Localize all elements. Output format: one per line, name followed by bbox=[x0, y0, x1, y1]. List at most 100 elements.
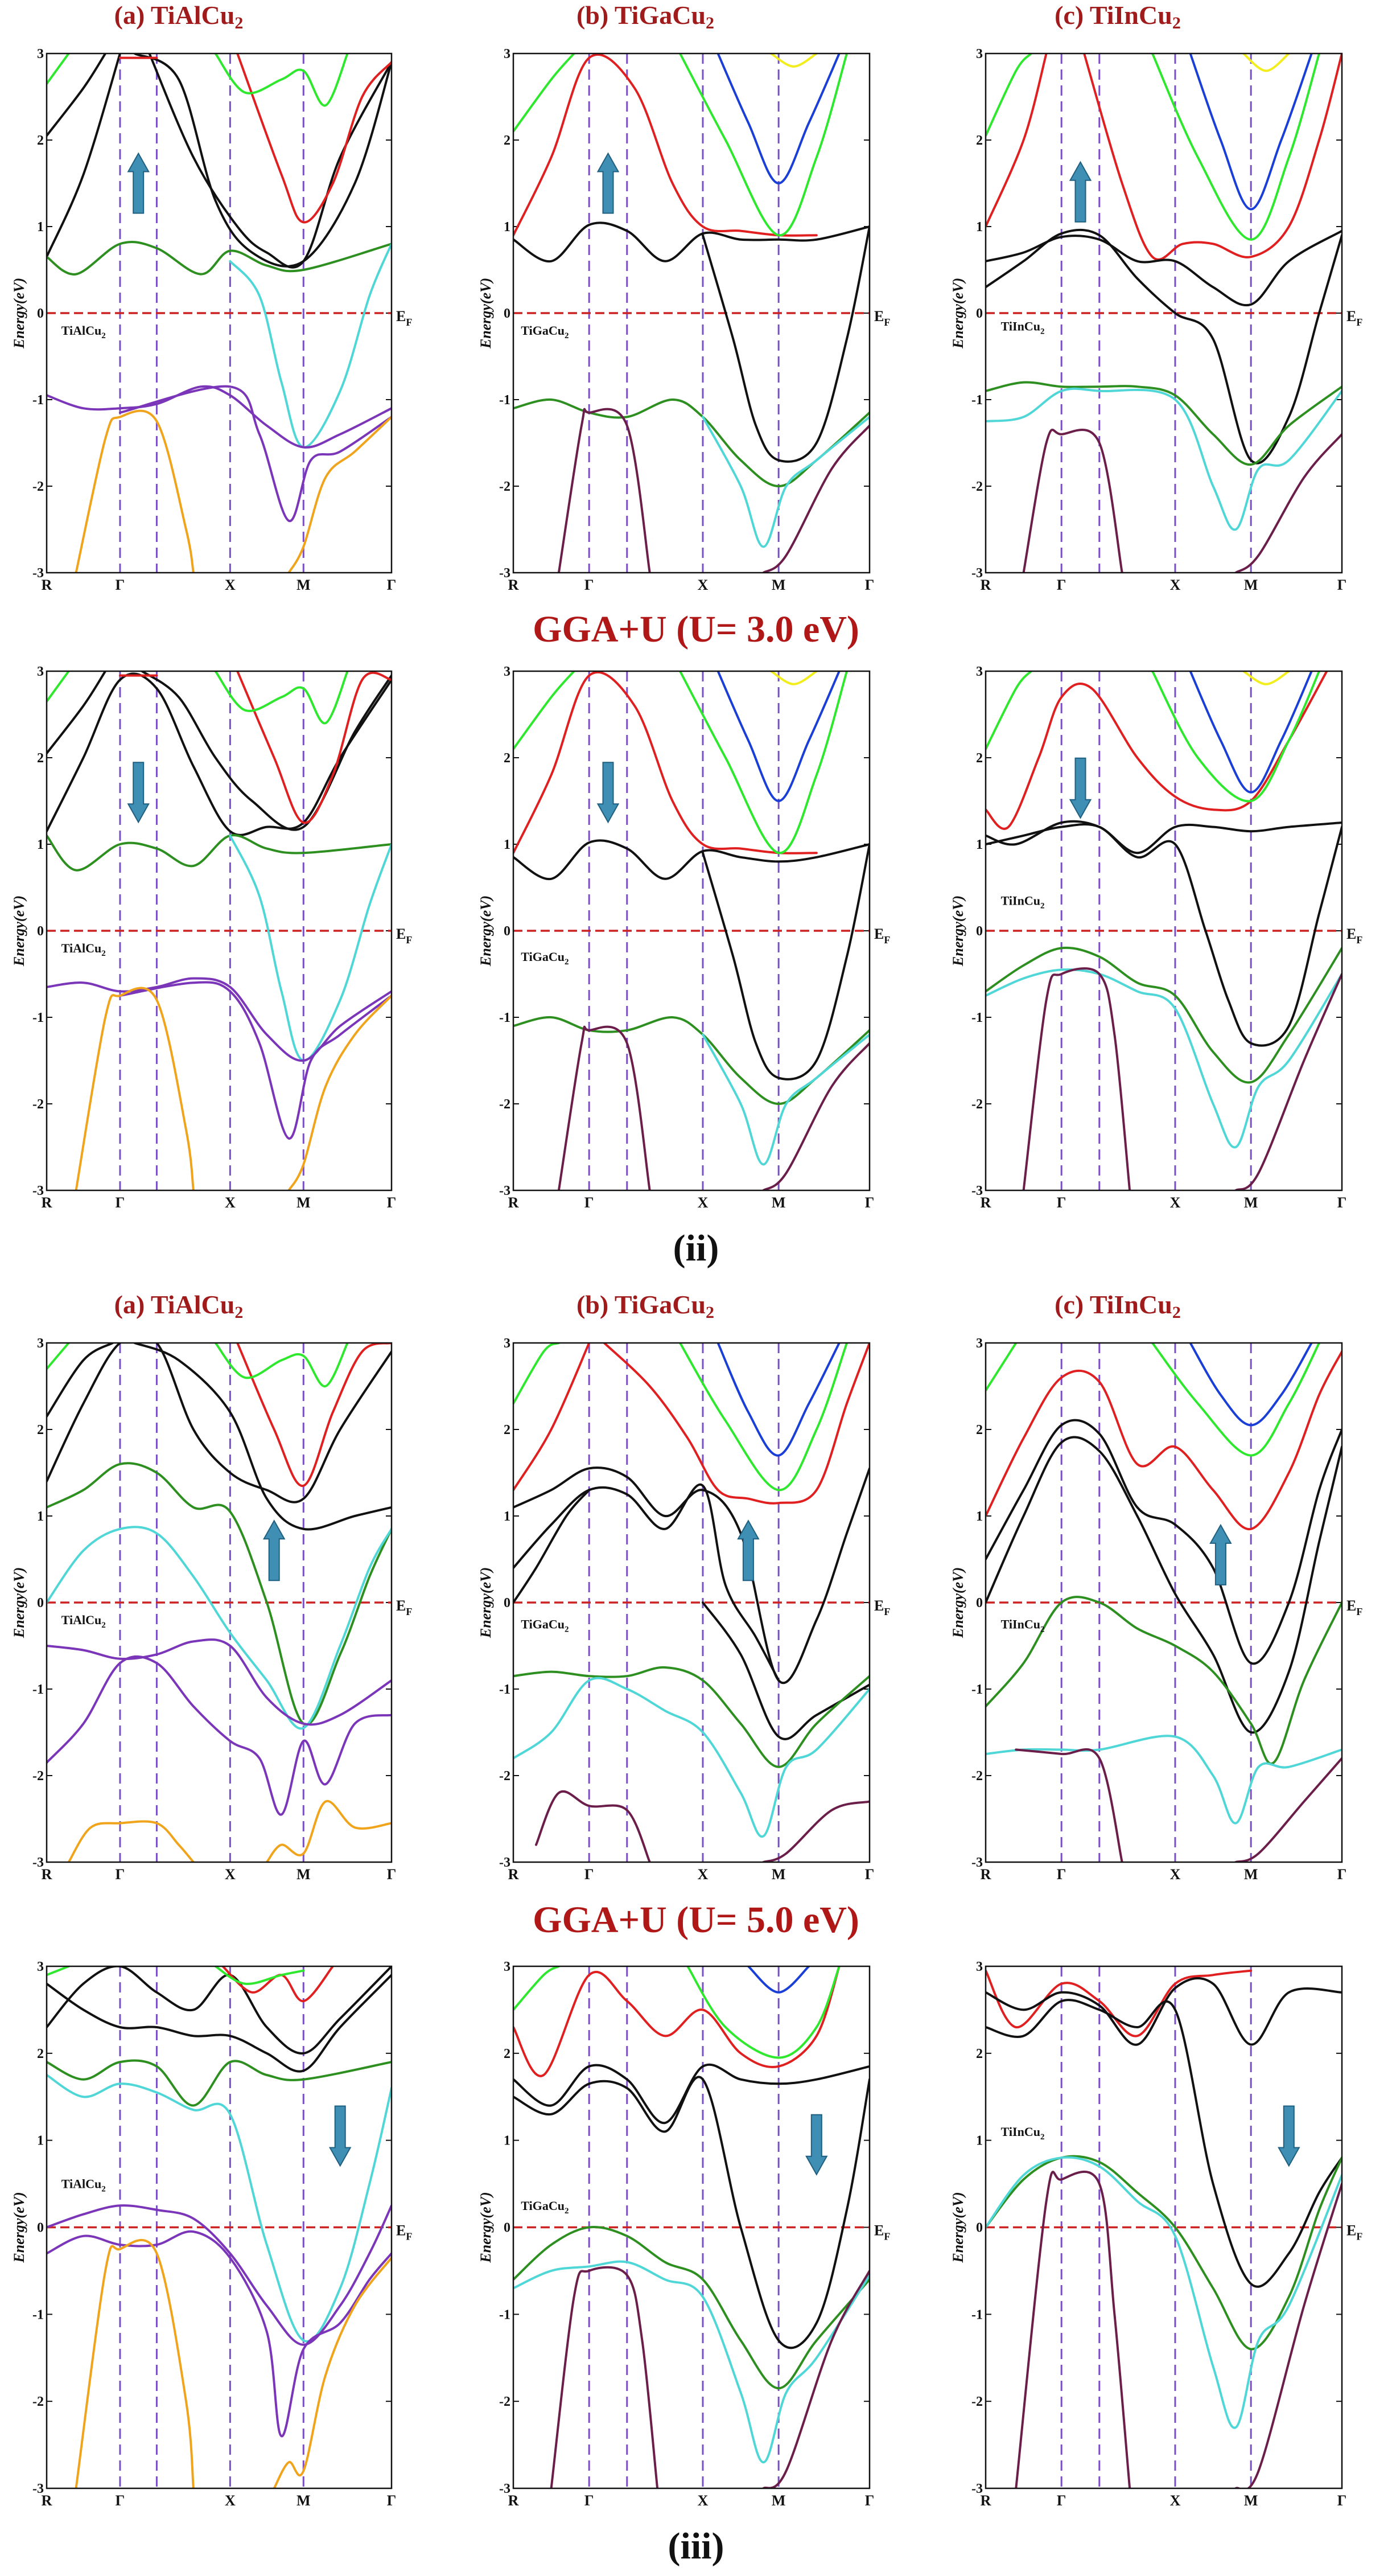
plot-frame bbox=[46, 1342, 393, 1863]
y-tick-label: -3 bbox=[32, 1855, 44, 1870]
k-point-label: X bbox=[1170, 1194, 1181, 1211]
band-line-black bbox=[47, 671, 107, 755]
band-line-red bbox=[603, 1343, 870, 1505]
k-point-label: R bbox=[508, 1866, 519, 1883]
band-line-red bbox=[986, 1350, 1342, 1530]
band-line-black bbox=[986, 823, 1342, 1047]
y-tick-label: -1 bbox=[32, 393, 44, 408]
y-axis-label: Energy(eV) bbox=[950, 895, 966, 967]
y-tick-label: 0 bbox=[504, 306, 510, 321]
y-axis-label: Energy(eV) bbox=[11, 2192, 27, 2263]
band-line-lightgreen bbox=[513, 54, 575, 133]
band-line-orange bbox=[75, 987, 195, 1190]
y-tick-label: -3 bbox=[971, 2481, 983, 2496]
y-tick-label: 2 bbox=[37, 2047, 44, 2061]
band-line-black bbox=[513, 221, 870, 262]
spin-down-arrow-icon bbox=[805, 2114, 828, 2176]
y-tick-label: -2 bbox=[32, 1769, 44, 1784]
band-line-maroon bbox=[1234, 973, 1342, 1190]
band-line-green bbox=[513, 1016, 870, 1105]
y-tick-label: 3 bbox=[37, 664, 44, 679]
band-chart-svg: Energy(eV) -3 -2 -1 0 1 2 3 R Γ X M Γ EF TiAlCu2 bbox=[11, 664, 412, 1211]
compound-label: TiGaCu2 bbox=[521, 1617, 569, 1634]
band-line-green bbox=[986, 946, 1342, 1084]
band-line-lightgreen bbox=[679, 54, 848, 237]
band-chart-svg: Energy(eV) -3 -2 -1 0 1 2 3 R Γ X M Γ EF TiInCu2 bbox=[950, 1959, 1362, 2509]
band-line-maroon bbox=[535, 1790, 651, 1862]
k-point-label: Γ bbox=[1057, 2492, 1066, 2509]
band-line-lightgreen bbox=[513, 1966, 560, 2011]
band-chart-svg: Energy(eV) -3 -2 -1 0 1 2 3 R Γ X M Γ EF TiAlCu2 bbox=[11, 47, 412, 593]
band-line-orange bbox=[75, 2239, 195, 2488]
y-tick-label: 3 bbox=[37, 1959, 44, 1974]
band-line-red bbox=[513, 1966, 841, 2077]
y-tick-label: -3 bbox=[499, 2481, 510, 2496]
band-line-orange bbox=[287, 995, 392, 1190]
band-line-black bbox=[986, 1977, 1342, 2046]
band-panel: Energy(eV) -3 -2 -1 0 1 2 3 R Γ X M Γ EF TiInCu2 bbox=[950, 1335, 1372, 1887]
section-ii-header: GGA+U (U= 3.0 eV) bbox=[533, 609, 859, 650]
column-title-a: (a) TiAlCu2 bbox=[114, 1, 244, 32]
y-tick-label: 0 bbox=[504, 924, 510, 939]
k-point-label: Γ bbox=[865, 577, 875, 593]
band-line-lightgreen bbox=[47, 671, 70, 703]
spin-up-arrow-icon bbox=[737, 1519, 760, 1581]
band-line-green bbox=[47, 2059, 392, 2107]
y-tick-label: 1 bbox=[37, 2134, 44, 2148]
band-line-lightgreen bbox=[986, 1343, 1018, 1392]
band-panel: Energy(eV) -3 -2 -1 0 1 2 3 R Γ X M Γ EF TiGaCu2 bbox=[477, 1335, 899, 1887]
section-ii-label: (ii) bbox=[673, 1227, 719, 1269]
k-point-label: Γ bbox=[387, 1866, 397, 1883]
y-tick-label: 3 bbox=[504, 1336, 510, 1351]
band-line-black bbox=[702, 843, 870, 1080]
fermi-level-label: EF bbox=[1346, 2222, 1362, 2242]
band-line-red bbox=[513, 1343, 591, 1492]
y-tick-label: 1 bbox=[504, 220, 510, 235]
y-tick-label: 2 bbox=[976, 2047, 983, 2061]
k-point-label: Γ bbox=[1337, 577, 1347, 593]
band-line-maroon bbox=[1234, 2183, 1342, 2488]
band-chart-svg: Energy(eV) -3 -2 -1 0 1 2 3 R Γ X M Γ EF TiGaCu2 bbox=[477, 664, 890, 1211]
y-tick-label: -2 bbox=[499, 2394, 510, 2409]
y-tick-label: -1 bbox=[971, 1010, 983, 1025]
compound-label: TiGaCu2 bbox=[521, 323, 569, 340]
band-line-black bbox=[141, 671, 392, 831]
k-point-label: Γ bbox=[116, 577, 125, 593]
band-chart-svg: Energy(eV) -3 -2 -1 0 1 2 3 R Γ X M Γ EF TiInCu2 bbox=[950, 47, 1362, 593]
k-point-label: M bbox=[772, 577, 786, 593]
y-tick-label: 1 bbox=[504, 837, 510, 852]
y-tick-label: 2 bbox=[37, 751, 44, 766]
band-line-purple bbox=[47, 2230, 392, 2438]
y-tick-label: 3 bbox=[976, 1336, 983, 1351]
band-line-lightgreen bbox=[1151, 1343, 1320, 1457]
y-tick-label: -1 bbox=[499, 2307, 510, 2322]
band-line-green bbox=[513, 2226, 870, 2390]
spin-up-arrow-icon bbox=[127, 152, 150, 214]
y-tick-label: 0 bbox=[976, 1596, 983, 1610]
y-tick-label: -1 bbox=[499, 1682, 510, 1697]
band-lines bbox=[986, 671, 1342, 1190]
y-tick-label: -1 bbox=[971, 2307, 983, 2322]
band-line-black bbox=[986, 228, 1342, 465]
band-line-purple bbox=[47, 1638, 392, 1726]
band-line-maroon bbox=[1022, 429, 1123, 573]
y-tick-label: -1 bbox=[499, 393, 510, 408]
y-tick-label: 1 bbox=[37, 1509, 44, 1524]
band-line-orange bbox=[67, 1820, 195, 1862]
band-line-lightgreen bbox=[47, 1343, 70, 1370]
band-line-maroon bbox=[1015, 1748, 1123, 1862]
band-line-maroon bbox=[762, 2269, 870, 2488]
k-point-label: M bbox=[296, 2492, 311, 2509]
k-point-label: R bbox=[508, 2492, 519, 2509]
y-tick-label: -3 bbox=[971, 1184, 983, 1198]
band-lines bbox=[513, 1966, 870, 2488]
y-tick-label: 1 bbox=[976, 1509, 983, 1524]
band-line-black bbox=[47, 54, 121, 258]
band-chart-svg: Energy(eV) -3 -2 -1 0 1 2 3 R Γ X M Γ EF TiGaCu2 bbox=[477, 1959, 890, 2509]
band-line-red bbox=[986, 671, 1328, 830]
y-tick-label: 1 bbox=[504, 1509, 510, 1524]
k-point-label: M bbox=[772, 2492, 786, 2509]
k-point-label: M bbox=[296, 1194, 311, 1211]
band-line-green bbox=[986, 1596, 1342, 1765]
band-line-lightgreen bbox=[986, 671, 1032, 750]
